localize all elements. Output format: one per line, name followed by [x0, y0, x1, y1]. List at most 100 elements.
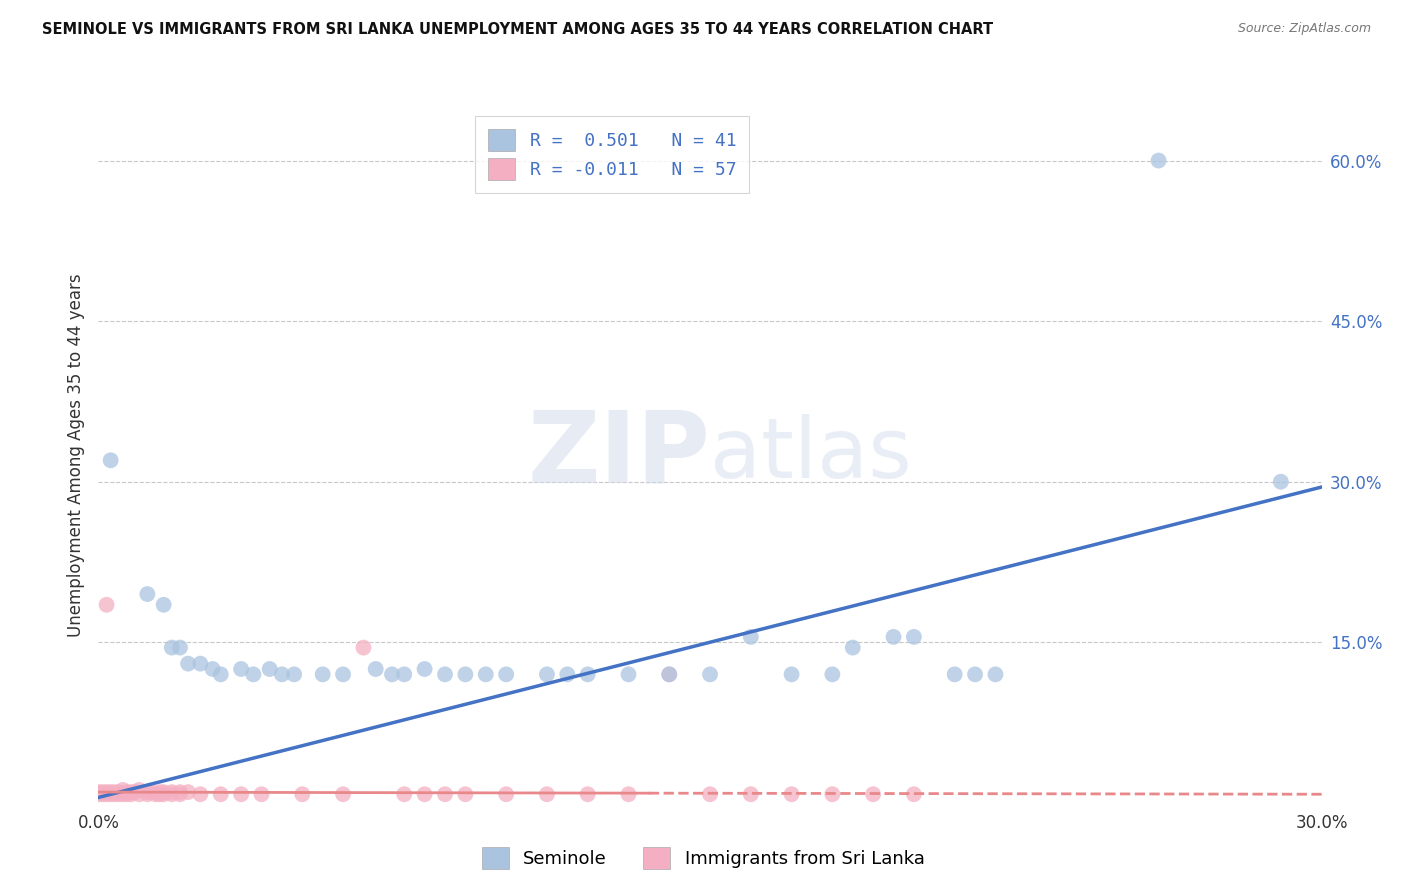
Point [209, 667, 232, 681]
Point [270, 667, 294, 681]
Point [332, 787, 354, 801]
Point [136, 785, 159, 799]
Point [91, 787, 114, 801]
Point [576, 787, 599, 801]
Point [740, 787, 762, 801]
Text: SEMINOLE VS IMMIGRANTS FROM SRI LANKA UNEMPLOYMENT AMONG AGES 35 TO 44 YEARS COR: SEMINOLE VS IMMIGRANTS FROM SRI LANKA UN… [42, 22, 993, 37]
Point [821, 787, 844, 801]
Point [413, 787, 436, 801]
Point [231, 787, 253, 801]
Y-axis label: Unemployment Among Ages 35 to 44 years: Unemployment Among Ages 35 to 44 years [66, 273, 84, 637]
Point [100, 453, 122, 467]
Point [145, 787, 167, 801]
Point [576, 667, 599, 681]
Point [104, 785, 127, 799]
Point [111, 783, 134, 797]
Point [434, 667, 457, 681]
Point [152, 785, 174, 799]
Point [1270, 475, 1292, 489]
Point [841, 640, 863, 655]
Point [124, 785, 146, 799]
Point [536, 667, 558, 681]
Point [201, 662, 224, 676]
Point [780, 787, 803, 801]
Text: ZIP: ZIP [527, 407, 710, 503]
Point [91, 785, 114, 799]
Point [169, 640, 191, 655]
Point [381, 667, 404, 681]
Point [283, 667, 305, 681]
Point [474, 667, 498, 681]
Point [291, 787, 314, 801]
Point [169, 787, 191, 801]
Point [658, 667, 681, 681]
Point [120, 787, 142, 801]
Legend: Seminole, Immigrants from Sri Lanka: Seminole, Immigrants from Sri Lanka [472, 838, 934, 879]
Point [413, 662, 436, 676]
Point [740, 630, 762, 644]
Point [128, 787, 150, 801]
Point [699, 667, 721, 681]
Point [454, 667, 477, 681]
Point [96, 785, 118, 799]
Point [120, 785, 142, 799]
Point [100, 785, 122, 799]
Point [364, 662, 387, 676]
Point [392, 667, 416, 681]
Point [87, 785, 110, 799]
Point [209, 787, 232, 801]
Point [149, 787, 172, 801]
Point [903, 787, 925, 801]
Point [557, 667, 579, 681]
Point [96, 598, 118, 612]
Point [658, 667, 681, 681]
Point [108, 785, 131, 799]
Point [536, 787, 558, 801]
Point [115, 785, 138, 799]
Point [231, 662, 253, 676]
Point [312, 667, 335, 681]
Point [250, 787, 273, 801]
Point [454, 787, 477, 801]
Point [883, 630, 905, 644]
Point [242, 667, 264, 681]
Point [434, 787, 457, 801]
Point [903, 630, 925, 644]
Point [862, 787, 884, 801]
Point [1147, 153, 1170, 168]
Point [160, 787, 183, 801]
Text: Source: ZipAtlas.com: Source: ZipAtlas.com [1237, 22, 1371, 36]
Point [617, 787, 640, 801]
Point [259, 662, 281, 676]
Point [152, 787, 174, 801]
Point [177, 657, 200, 671]
Point [96, 787, 118, 801]
Point [943, 667, 966, 681]
Text: atlas: atlas [710, 415, 911, 495]
Point [108, 787, 131, 801]
Point [821, 667, 844, 681]
Point [149, 785, 172, 799]
Point [699, 787, 721, 801]
Point [128, 783, 150, 797]
Point [495, 667, 517, 681]
Point [332, 667, 354, 681]
Point [87, 787, 110, 801]
Point [780, 667, 803, 681]
Point [965, 667, 987, 681]
Point [177, 785, 200, 799]
Point [984, 667, 1007, 681]
Point [136, 587, 159, 601]
Point [136, 787, 159, 801]
Point [111, 787, 134, 801]
Point [352, 640, 374, 655]
Point [104, 787, 127, 801]
Point [160, 785, 183, 799]
Point [141, 785, 163, 799]
Point [115, 787, 138, 801]
Point [392, 787, 416, 801]
Point [188, 657, 212, 671]
Point [188, 787, 212, 801]
Point [169, 785, 191, 799]
Point [495, 787, 517, 801]
